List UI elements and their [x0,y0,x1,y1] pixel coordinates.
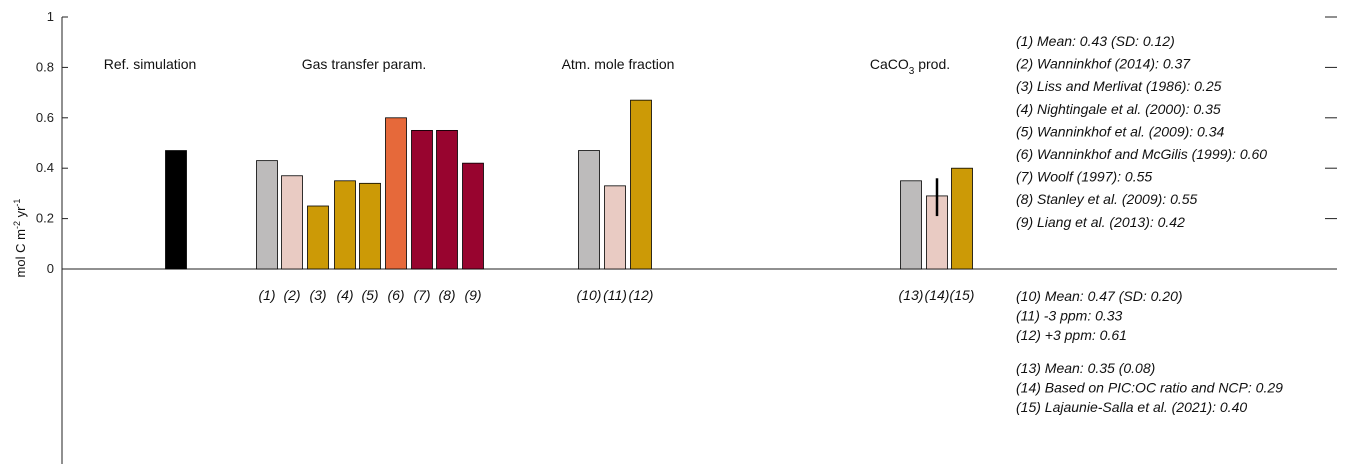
note-line: (12) +3 ppm: 0.61 [1016,327,1127,343]
note-line: (1) Mean: 0.43 (SD: 0.12) [1016,33,1175,49]
note-line: (4) Nightingale et al. (2000): 0.35 [1016,101,1221,117]
bar-category-label: (15) [950,287,975,303]
bar [411,129,433,270]
y-tick-label: 1 [47,9,54,24]
group-labels: Ref. simulation Gas transfer param. Atm. m… [104,56,950,77]
y-axis-title: mol C m-2 yr-1 [12,199,28,278]
bar-category-label: (1) [258,287,275,303]
bar-category-label: (11) [603,287,627,303]
bar-category-label: (4) [336,287,353,303]
bar-category-label: (14) [925,287,950,303]
group-label: CaCO3 prod. [870,56,950,77]
bar [281,175,303,270]
group-label: Gas transfer param. [302,56,427,72]
y-tick-label: 0.8 [36,59,54,74]
bar-category-label: (5) [361,287,378,303]
bar [165,150,187,270]
bar-category-label: (7) [413,287,430,303]
note-line: (10) Mean: 0.47 (SD: 0.20) [1016,288,1183,304]
bar [385,117,407,270]
bars [165,99,973,270]
note-line: (11) -3 ppm: 0.33 [1016,308,1123,324]
note-line: (14) Based on PIC:OC ratio and NCP: 0.29 [1016,380,1283,396]
bar [359,182,381,270]
bar-category-label: (3) [309,287,326,303]
bar [630,99,652,270]
note-line: (2) Wanninkhof (2014): 0.37 [1016,56,1191,72]
group-label: Atm. mole fraction [562,56,675,72]
notes: (1) Mean: 0.43 (SD: 0.12) (2) Wanninkhof … [1016,33,1283,415]
bar-labels: (1) (2) (3) (4) (5) (6) (7) (8) (9) (10) (11) (12) (… [258,287,974,303]
bar [334,180,356,270]
bar [578,150,600,270]
note-line: (9) Liang et al. (2013): 0.42 [1016,214,1185,230]
bar [951,167,973,270]
note-line: (15) Lajaunie-Salla et al. (2021): 0.40 [1016,399,1247,415]
bar [900,180,922,270]
bar-category-label: (6) [387,287,404,303]
bar-category-label: (2) [283,287,300,303]
bar [256,160,278,270]
y-tick-label: 0.4 [36,160,54,175]
bar-category-label: (13) [899,287,924,303]
bar [436,129,458,270]
bar [462,162,484,270]
y-axis-label: mol C m-2 yr-1 [12,199,28,278]
y-tick-label: 0.2 [36,211,54,226]
bar-category-label: (9) [464,287,481,303]
bar [307,205,329,270]
note-line: (7) Woolf (1997): 0.55 [1016,169,1152,185]
group-label: Ref. simulation [104,56,197,72]
note-line: (8) Stanley et al. (2009): 0.55 [1016,191,1198,207]
note-line: (13) Mean: 0.35 (0.08) [1016,360,1155,376]
bar-category-label: (10) [577,287,602,303]
bar-category-label: (8) [438,287,455,303]
y-tick-label: 0 [47,261,54,276]
note-line: (3) Liss and Merlivat (1986): 0.25 [1016,78,1222,94]
y-tick-label: 0.6 [36,110,54,125]
note-line: (6) Wanninkhof and McGilis (1999): 0.60 [1016,146,1267,162]
bar-category-label: (12) [629,287,654,303]
bar [604,185,626,270]
note-line: (5) Wanninkhof et al. (2009): 0.34 [1016,123,1225,139]
